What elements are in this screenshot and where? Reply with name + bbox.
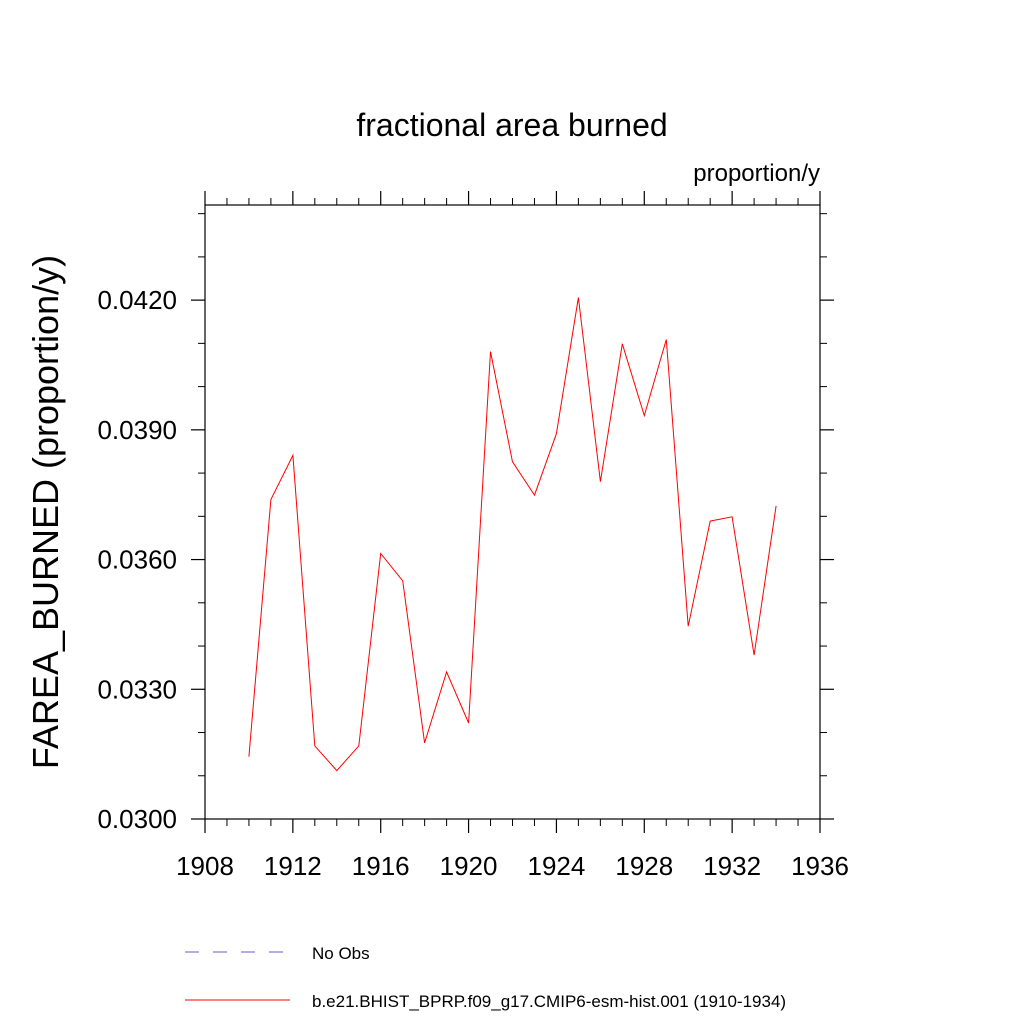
x-tick-label: 1912 [264,851,322,881]
x-tick-label: 1924 [528,851,586,881]
legend: No Obs b.e21.BHIST_BPRP.f09_g17.CMIP6-esm… [185,944,786,1011]
x-tick-label: 1928 [615,851,673,881]
x-tick-label: 1936 [791,851,849,881]
y-tick-label: 0.0300 [97,804,177,834]
y-tick-label: 0.0390 [97,415,177,445]
x-tick-label: 1916 [352,851,410,881]
series-line [248,297,777,772]
y-tick-labels: 0.0300 0.0330 0.0360 0.0390 0.0420 [97,285,177,834]
x-tick-labels: 1908 1912 1916 1920 1924 1928 1932 1936 [176,851,849,881]
x-tick-label: 1920 [440,851,498,881]
y-tick-label: 0.0420 [97,285,177,315]
y-axis-label: FAREA_BURNED (proportion/y) [25,255,66,769]
legend-label: b.e21.BHIST_BPRP.f09_g17.CMIP6-esm-hist.… [312,992,786,1011]
series-lines [248,297,777,772]
x-tick-label: 1932 [703,851,761,881]
y-tick-label: 0.0330 [97,674,177,704]
units-label: proportion/y [693,160,820,187]
y-tick-label: 0.0360 [97,545,177,575]
axis-ticks [191,191,834,833]
x-tick-label: 1908 [176,851,234,881]
legend-label: No Obs [312,944,370,963]
chart-title: fractional area burned [356,107,667,143]
